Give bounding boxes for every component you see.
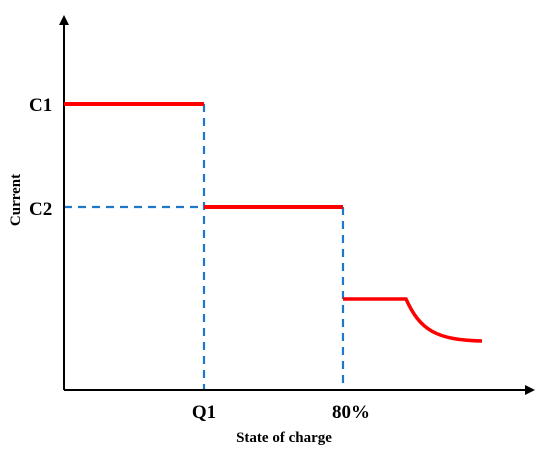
y-tick-c2: C2 [29, 199, 52, 220]
x-tick-q1: Q1 [192, 402, 216, 423]
y-axis-title: Current [8, 174, 24, 226]
y-tick-c1: C1 [29, 95, 52, 116]
x-tick-80: 80% [332, 402, 370, 423]
x-axis-title: State of charge [236, 430, 332, 446]
current-segment-cv-decay [343, 297, 483, 343]
